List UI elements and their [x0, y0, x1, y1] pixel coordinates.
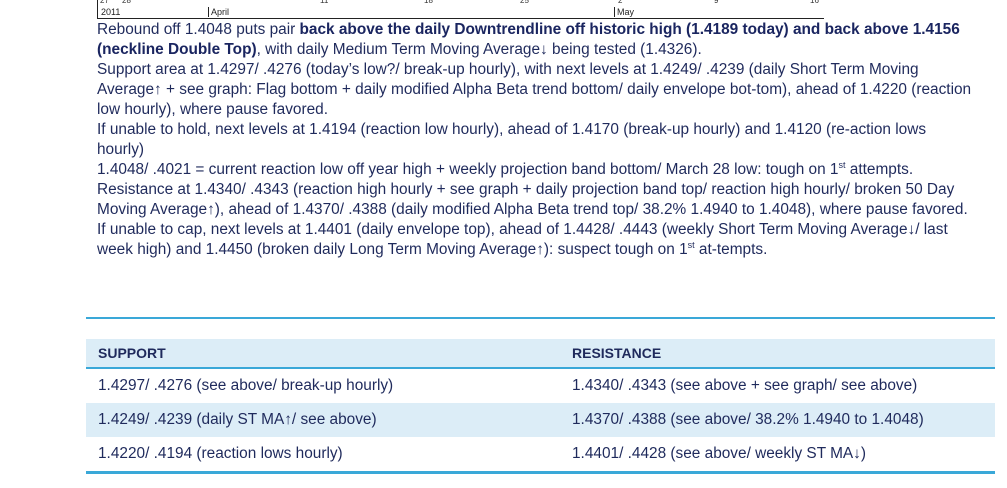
axis-tick-label: 2 [618, 0, 623, 5]
commentary-rebound-bold: back above the daily Downtrendline off h… [97, 21, 960, 58]
axis-tick-label: 16 [810, 0, 819, 5]
support-resistance-table: SUPPORT RESISTANCE 1.4297/ .4276 (see ab… [86, 339, 995, 474]
section-divider [86, 317, 995, 319]
commentary-if-unable-hold: If unable to hold, next levels at 1.4194… [97, 121, 927, 158]
axis-year-label: 2011 [101, 7, 121, 17]
table-header-row: SUPPORT RESISTANCE [86, 339, 995, 369]
commentary-resistance: Resistance at 1.4340/ .4343 (reaction hi… [97, 181, 968, 218]
resistance-cell: 1.4401/ .4428 (see above/ weekly ST MA↓) [560, 437, 995, 474]
support-header: SUPPORT [86, 339, 560, 369]
support-cell: 1.4220/ .4194 (reaction lows hourly) [86, 437, 560, 474]
axis-month-april: April [208, 7, 229, 17]
axis-tick-label: 28 [122, 0, 131, 5]
axis-tick-label: 11 [320, 0, 329, 5]
resistance-header: RESISTANCE [560, 339, 995, 369]
axis-month-may: May [614, 7, 634, 17]
commentary-if-unable-cap: If unable to cap, next levels at 1.4401 … [97, 221, 948, 258]
table-row: 1.4220/ .4194 (reaction lows hourly) 1.4… [86, 437, 995, 474]
table-row: 1.4297/ .4276 (see above/ break-up hourl… [86, 368, 995, 403]
table-row: 1.4249/ .4239 (daily ST MA↑/ see above) … [86, 403, 995, 437]
commentary-rebound: Rebound off 1.4048 puts pair back above … [97, 21, 960, 58]
support-cell: 1.4297/ .4276 (see above/ break-up hourl… [98, 377, 394, 394]
chart-axis-strip: 27 28 11 18 25 2 9 16 2011 April May [97, 0, 824, 19]
resistance-cell: 1.4370/ .4388 (see above/ 38.2% 1.4940 t… [560, 403, 995, 437]
axis-tick-label: 18 [424, 0, 433, 5]
axis-tick-label: 27 [100, 0, 109, 5]
support-cell: 1.4249/ .4239 (daily ST MA↑/ see above) [86, 403, 560, 437]
market-commentary: Rebound off 1.4048 puts pair back above … [97, 20, 977, 260]
axis-tick-label: 9 [714, 0, 719, 5]
commentary-support-area: Support area at 1.4297/ .4276 (today’s l… [97, 61, 972, 118]
resistance-cell: 1.4340/ .4343 (see above + see graph/ se… [572, 377, 918, 394]
commentary-reaction-low: 1.4048/ .4021 = current reaction low off… [97, 159, 914, 178]
axis-tick-label: 25 [520, 0, 529, 5]
